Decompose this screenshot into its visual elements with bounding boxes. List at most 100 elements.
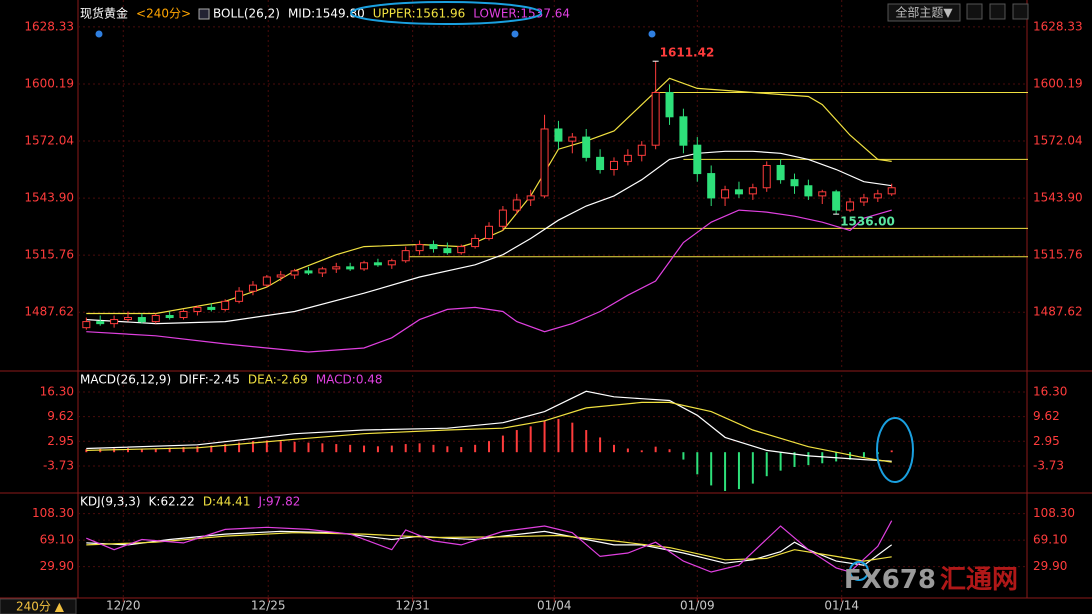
period-selector-label[interactable]: 240分 ▲ bbox=[16, 600, 65, 614]
y-tick-label: 2.95 bbox=[47, 434, 74, 448]
y-tick-label: 1543.90 bbox=[24, 191, 74, 205]
candle-body bbox=[276, 274, 285, 278]
y-tick-label: 29.90 bbox=[40, 559, 74, 573]
candle-body bbox=[193, 306, 202, 312]
event-dot bbox=[95, 30, 103, 38]
candle-body bbox=[318, 268, 327, 274]
candle-body bbox=[485, 225, 494, 239]
y-tick-label: 1600.19 bbox=[24, 76, 74, 90]
candle-body bbox=[762, 164, 771, 189]
candle-body bbox=[568, 136, 577, 142]
y-tick-label: 1515.76 bbox=[24, 248, 74, 262]
indicator-line bbox=[86, 209, 892, 353]
candle-body bbox=[734, 189, 743, 195]
y-tick-label: 2.95 bbox=[1033, 434, 1060, 448]
candle-body bbox=[498, 209, 507, 227]
indicator-line bbox=[86, 150, 892, 325]
tool-button[interactable] bbox=[1012, 3, 1029, 20]
candle-body bbox=[235, 290, 244, 302]
indicator-line bbox=[86, 532, 892, 562]
highlight-circle bbox=[849, 561, 869, 581]
tool-button[interactable] bbox=[966, 3, 983, 20]
period-label: <240分> bbox=[136, 7, 191, 21]
candle-body bbox=[707, 173, 716, 199]
y-tick-label: 108.30 bbox=[1033, 506, 1075, 520]
annotation-label: 1536.00 bbox=[840, 215, 895, 229]
watermark: FX678 汇通网 bbox=[844, 565, 1018, 595]
legend-entry: DIFF:-2.45 bbox=[179, 373, 240, 387]
y-tick-label: 1572.04 bbox=[24, 134, 74, 148]
candle-body bbox=[443, 248, 452, 254]
y-tick-label: 1487.62 bbox=[1033, 305, 1083, 319]
event-dot bbox=[648, 30, 656, 38]
candle-body bbox=[401, 250, 410, 262]
x-tick-label: 12/25 bbox=[251, 599, 286, 613]
x-tick-label: 01/09 bbox=[680, 599, 715, 613]
theme-button[interactable] bbox=[887, 3, 961, 22]
candle-body bbox=[651, 91, 660, 146]
watermark-brand: FX678 bbox=[844, 565, 936, 595]
y-tick-label: 16.30 bbox=[40, 385, 74, 399]
panel-title: MACD(26,12,9) bbox=[80, 373, 171, 387]
candle-body bbox=[679, 116, 688, 146]
legend-entry: K:62.22 bbox=[149, 495, 195, 509]
candle-body bbox=[637, 144, 646, 156]
y-tick-label: 29.90 bbox=[1033, 559, 1067, 573]
candle-body bbox=[887, 187, 896, 195]
candle-body bbox=[582, 136, 591, 158]
legend-entry: MID:1549.80 bbox=[288, 7, 365, 21]
y-tick-label: 69.10 bbox=[40, 533, 74, 547]
candle-body bbox=[790, 179, 799, 187]
indicator-label: BOLL(26,2) bbox=[213, 7, 280, 21]
y-tick-label: 1600.19 bbox=[1033, 76, 1083, 90]
x-tick-label: 12/20 bbox=[106, 599, 141, 613]
y-tick-label: 108.30 bbox=[32, 506, 74, 520]
candle-body bbox=[596, 156, 605, 171]
indicator-line bbox=[86, 390, 892, 462]
candle-body bbox=[207, 306, 216, 310]
candle-body bbox=[665, 91, 674, 118]
candle-body bbox=[221, 300, 230, 310]
legend-entry: J:97.82 bbox=[257, 495, 300, 509]
candle-body bbox=[151, 315, 160, 323]
candle-body bbox=[526, 195, 535, 201]
period-selector[interactable] bbox=[0, 598, 77, 614]
candle-body bbox=[346, 266, 355, 270]
candle-body bbox=[304, 270, 313, 274]
candle-body bbox=[859, 197, 868, 203]
candle-body bbox=[873, 193, 882, 199]
y-tick-label: 9.62 bbox=[47, 409, 74, 423]
theme-button-label[interactable]: 全部主题▼ bbox=[895, 5, 953, 20]
candle-body bbox=[554, 128, 563, 142]
candle-body bbox=[82, 321, 91, 329]
watermark-name: 汇通网 bbox=[940, 565, 1018, 595]
chart-title: 现货黄金 bbox=[80, 6, 128, 21]
tool-button[interactable] bbox=[989, 3, 1006, 20]
x-tick-label: 01/14 bbox=[824, 599, 859, 613]
x-tick-label: 12/31 bbox=[395, 599, 430, 613]
candle-body bbox=[846, 201, 855, 211]
candle-body bbox=[332, 266, 341, 270]
y-tick-label: 16.30 bbox=[1033, 385, 1067, 399]
candle-body bbox=[248, 284, 257, 292]
legend-entry: D:44.41 bbox=[203, 495, 251, 509]
candle-body bbox=[387, 260, 396, 266]
indicator-line bbox=[86, 401, 892, 463]
legend-entry: LOWER:1537.64 bbox=[473, 7, 570, 21]
y-tick-label: 1515.76 bbox=[1033, 248, 1083, 262]
legend-entry: DEA:-2.69 bbox=[248, 373, 308, 387]
candle-body bbox=[748, 187, 757, 195]
candle-body bbox=[804, 185, 813, 197]
candle-body bbox=[609, 160, 618, 171]
candle-body bbox=[373, 262, 382, 266]
candle-body bbox=[693, 144, 702, 175]
legend-entry: MACD:0.48 bbox=[316, 373, 383, 387]
plot-area: 12/20 12/25 12/31 01/04 01/09 01/14 1628.33 162… bbox=[24, 0, 1083, 613]
highlight-ellipse bbox=[350, 1, 542, 25]
candle-body bbox=[179, 310, 188, 319]
y-tick-label: 1628.33 bbox=[24, 19, 74, 33]
indicator-line bbox=[86, 530, 893, 566]
candle-body bbox=[776, 164, 785, 181]
candle-body bbox=[457, 246, 466, 254]
candle-body bbox=[721, 189, 730, 199]
